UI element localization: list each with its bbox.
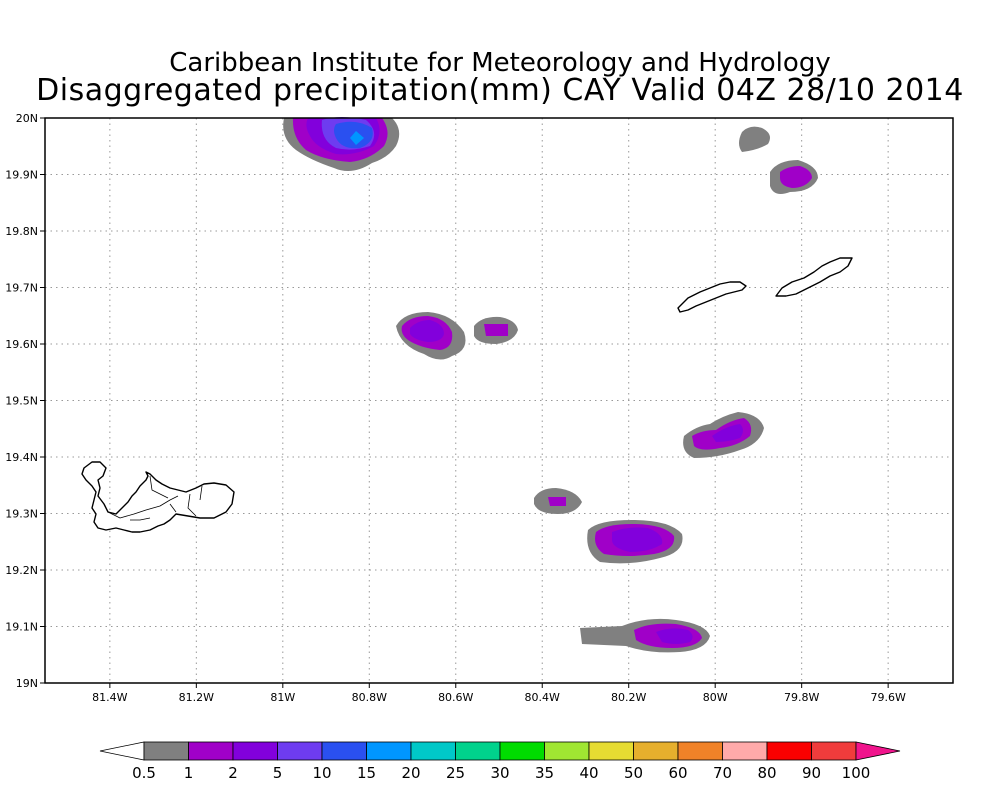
- colorbar-swatch: [766, 741, 812, 761]
- precip-cell: [580, 618, 710, 653]
- chart-title-line1: Caribbean Institute for Meteorology and …: [169, 48, 831, 78]
- colorbar-swatch: [188, 741, 234, 761]
- precip-cell: [770, 160, 818, 194]
- colorbar-level-label: 2: [228, 764, 238, 782]
- x-tick-label: 79.8W: [784, 691, 819, 704]
- colorbar-level-label: 80: [757, 764, 776, 782]
- x-tick-label: 79.6W: [870, 691, 905, 704]
- cayman-brac-outline: [775, 257, 853, 297]
- colorbar-swatch: [677, 741, 723, 761]
- colorbar-level-label: 20: [401, 764, 420, 782]
- y-tick-label: 19.6N: [5, 338, 38, 351]
- colorbar-level-label: 40: [579, 764, 598, 782]
- chart-title-line2: Disaggregated precipitation(mm) CAY Vali…: [36, 73, 964, 108]
- colorbar-swatch: [455, 741, 501, 761]
- colorbar-level-label: 90: [802, 764, 821, 782]
- precip-cell: [683, 412, 764, 458]
- precip-cell: [283, 117, 400, 172]
- colorbar-level-label: 70: [713, 764, 732, 782]
- y-tick-label: 19.9N: [5, 169, 38, 182]
- colorbar-level-label: 25: [446, 764, 465, 782]
- precipitation-shading: [283, 117, 818, 653]
- colorbar-swatch: [232, 741, 278, 761]
- precip-cell: [587, 520, 683, 564]
- x-tick-label: 80.2W: [611, 691, 646, 704]
- y-axis-ticks: 19N 19.1N 19.2N 19.3N 19.4N 19.5N 19.6N 19.7N 19…: [5, 112, 45, 690]
- y-tick-label: 19.4N: [5, 451, 38, 464]
- colorbar-swatch: [410, 741, 456, 761]
- x-tick-label: 80.6W: [438, 691, 473, 704]
- precip-cell: [534, 488, 582, 514]
- colorbar-swatch: [277, 741, 323, 761]
- y-tick-label: 19N: [16, 677, 38, 690]
- x-tick-label: 81W: [270, 691, 295, 704]
- colorbar-swatch: [143, 741, 189, 761]
- colorbar-high-arrow: [855, 741, 901, 761]
- precip-cell: [396, 312, 466, 360]
- x-tick-label: 80W: [703, 691, 728, 704]
- colorbar-labels: 0.5 1 2 5 10 15 20 25 30 35 40 50 60 70 80 90 100: [132, 764, 870, 782]
- y-tick-label: 19.8N: [5, 225, 38, 238]
- colorbar-swatch: [633, 741, 679, 761]
- colorbar-swatch: [722, 741, 768, 761]
- y-tick-label: 19.5N: [5, 395, 38, 408]
- cayman-islands-outline: [81, 257, 853, 533]
- grand-cayman-outline: [81, 461, 235, 533]
- colorbar-swatch: [499, 741, 545, 761]
- colorbar-swatch: [321, 741, 367, 761]
- x-tick-label: 81.2W: [179, 691, 214, 704]
- colorbar-level-label: 0.5: [132, 764, 156, 782]
- x-axis-ticks: 81.4W 81.2W 81W 80.8W 80.6W 80.4W 80.2W 80W 79.8…: [92, 683, 906, 704]
- colorbar-swatch: [811, 741, 857, 761]
- map-frame: [44, 117, 954, 684]
- x-tick-label: 80.4W: [525, 691, 560, 704]
- colorbar-level-label: 100: [842, 764, 871, 782]
- map-gridlines: [45, 118, 953, 683]
- colorbar-swatch: [588, 741, 634, 761]
- colorbar-level-label: 60: [668, 764, 687, 782]
- y-tick-label: 19.2N: [5, 564, 38, 577]
- colorbar-low-arrow: [99, 741, 145, 761]
- colorbar-level-label: 30: [490, 764, 509, 782]
- colorbar-level-label: 50: [624, 764, 643, 782]
- y-tick-label: 20N: [16, 112, 38, 125]
- colorbar-level-label: 1: [184, 764, 194, 782]
- colorbar-level-label: 35: [535, 764, 554, 782]
- little-cayman-outline: [677, 281, 747, 313]
- precip-cell: [474, 316, 518, 344]
- colorbar-swatch: [366, 741, 412, 761]
- colorbar: [99, 741, 901, 761]
- y-tick-label: 19.7N: [5, 282, 38, 295]
- y-tick-label: 19.3N: [5, 508, 38, 521]
- x-tick-label: 81.4W: [92, 691, 127, 704]
- x-tick-label: 80.8W: [352, 691, 387, 704]
- precip-cell: [739, 126, 770, 152]
- colorbar-swatch: [544, 741, 590, 761]
- colorbar-level-label: 10: [312, 764, 331, 782]
- y-tick-label: 19.1N: [5, 621, 38, 634]
- colorbar-level-label: 5: [273, 764, 283, 782]
- colorbar-level-label: 15: [357, 764, 376, 782]
